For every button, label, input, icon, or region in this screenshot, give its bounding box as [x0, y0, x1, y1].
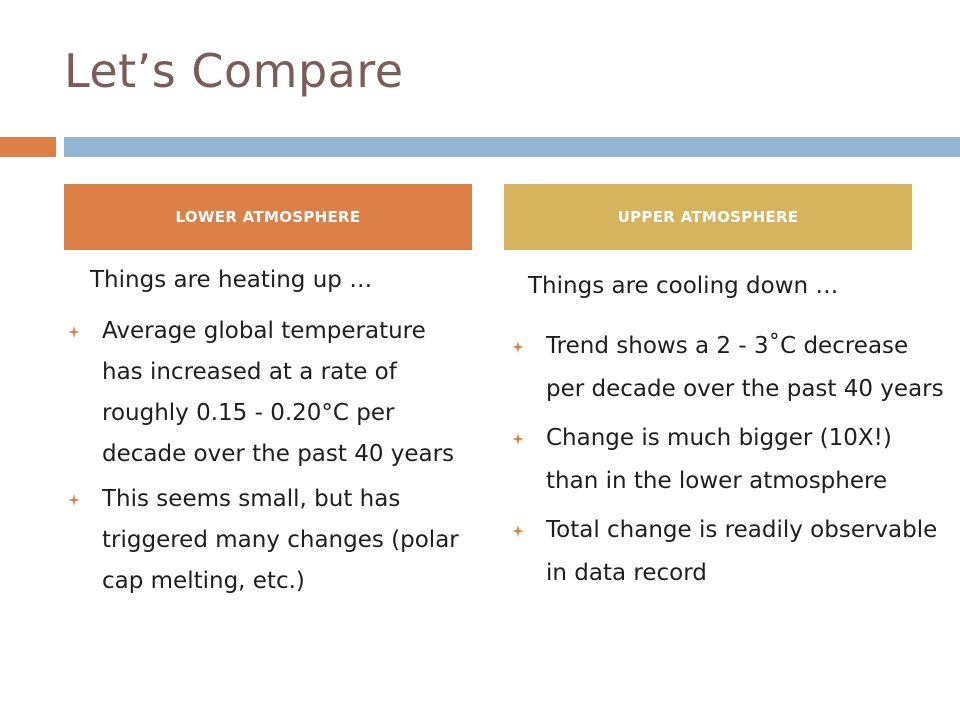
bullet-text: This seems small, but has triggered many…: [102, 486, 459, 594]
list-item: Total change is readily observable in da…: [508, 509, 948, 595]
diamond-bullet-icon: [510, 417, 526, 460]
right-lead-text: Things are cooling down …: [528, 273, 839, 299]
accent-bar-blue: [64, 137, 960, 157]
bullet-text: Trend shows a 2 - 3˚C decrease per decad…: [546, 333, 944, 402]
list-item: Average global temperature has increased…: [64, 311, 464, 475]
list-item: This seems small, but has triggered many…: [64, 479, 464, 602]
lower-atmosphere-header: LOWER ATMOSPHERE: [64, 184, 472, 250]
diamond-bullet-icon: [66, 479, 82, 520]
bullet-text: Total change is readily observable in da…: [546, 517, 938, 586]
diamond-bullet-icon: [510, 325, 526, 368]
list-item: Trend shows a 2 - 3˚C decrease per decad…: [508, 325, 948, 411]
diamond-bullet-icon: [66, 311, 82, 352]
accent-bar-orange: [0, 137, 56, 157]
upper-atmosphere-header: UPPER ATMOSPHERE: [504, 184, 912, 250]
bullet-text: Average global temperature has increased…: [102, 318, 455, 467]
bullet-text: Change is much bigger (10X!) than in the…: [546, 425, 892, 494]
right-bullet-list: Trend shows a 2 - 3˚C decrease per decad…: [508, 325, 948, 601]
left-lead-text: Things are heating up …: [90, 267, 373, 293]
left-bullet-list: Average global temperature has increased…: [64, 311, 464, 606]
slide-title: Let’s Compare: [64, 44, 404, 98]
list-item: Change is much bigger (10X!) than in the…: [508, 417, 948, 503]
diamond-bullet-icon: [510, 509, 526, 552]
